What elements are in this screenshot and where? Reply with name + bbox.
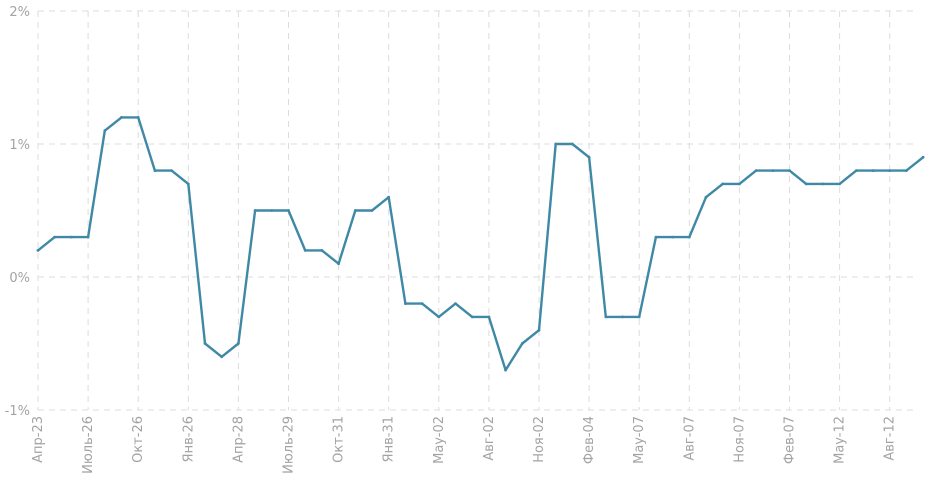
data-point: [153, 169, 157, 173]
data-point: [587, 155, 591, 159]
data-point: [721, 182, 725, 186]
x-tick-label: Фев-07: [783, 416, 798, 464]
data-point: [136, 116, 140, 119]
x-tick-label: Фев-04: [582, 416, 597, 464]
data-point: [353, 209, 357, 212]
x-tick-label: Июль-26: [81, 416, 96, 474]
y-tick-label: -1%: [5, 404, 30, 419]
data-point: [554, 142, 558, 146]
series-layer: [36, 116, 925, 372]
data-point: [53, 235, 57, 239]
data-point: [404, 302, 407, 305]
data-point: [921, 155, 925, 159]
data-point: [654, 235, 658, 239]
x-tick-label: May-02: [432, 416, 447, 464]
data-point: [120, 116, 123, 119]
data-point: [186, 182, 190, 186]
series-line: [36, 116, 925, 372]
data-point: [854, 169, 858, 173]
data-point: [86, 235, 90, 239]
x-tick-label: Ноя-02: [532, 416, 547, 463]
data-point: [170, 169, 174, 173]
data-point: [754, 169, 758, 173]
y-tick-label: 1%: [9, 138, 30, 153]
data-point: [571, 142, 574, 146]
x-tick-label: May-07: [632, 416, 647, 464]
x-axis-labels: Апр-23 Июль-26 Окт-26 Янв-26 Апр-28 Июль-29 Ок…: [31, 416, 898, 474]
y-tick-label: 2%: [9, 5, 30, 20]
data-point: [287, 209, 290, 212]
x-tick-label: Авг-12: [883, 416, 898, 461]
data-point: [103, 129, 107, 133]
data-point: [520, 342, 524, 345]
data-point: [771, 169, 775, 173]
y-tick-label: 0%: [9, 271, 30, 286]
data-point: [370, 209, 374, 212]
data-point: [871, 169, 875, 173]
data-point: [888, 169, 892, 173]
x-tick-label: Авг-07: [682, 416, 697, 461]
data-point: [621, 315, 624, 319]
data-point: [303, 249, 307, 252]
data-point: [905, 169, 908, 173]
data-point: [537, 328, 541, 332]
x-tick-label: Окт-26: [131, 416, 146, 463]
data-point: [821, 182, 825, 186]
x-tick-label: May-12: [833, 416, 848, 464]
data-point: [470, 315, 474, 319]
y-axis-labels: 2% 1% 0% -1%: [5, 5, 30, 419]
data-point: [253, 209, 257, 212]
data-point: [203, 342, 207, 345]
data-point: [704, 195, 708, 199]
data-point: [270, 209, 274, 212]
x-tick-label: Июль-29: [282, 416, 297, 474]
data-point: [237, 342, 240, 345]
data-point: [738, 182, 741, 186]
data-point: [604, 315, 608, 319]
data-point: [838, 182, 841, 186]
data-point: [337, 262, 340, 266]
x-tick-label: Ноя-07: [732, 416, 747, 463]
x-tick-label: Апр-28: [231, 416, 246, 463]
data-point: [454, 302, 457, 305]
data-point: [70, 235, 73, 239]
data-point: [36, 249, 40, 252]
data-point: [437, 315, 441, 319]
grid: [37, 10, 918, 411]
data-point: [804, 182, 808, 186]
x-tick-label: Апр-23: [31, 416, 46, 463]
data-point: [487, 315, 491, 319]
data-point: [220, 355, 224, 359]
data-point: [671, 235, 674, 239]
x-tick-label: Янв-26: [181, 416, 196, 462]
data-point: [387, 195, 391, 199]
data-point: [320, 249, 324, 252]
data-point: [687, 235, 691, 239]
x-tick-label: Авг-02: [482, 416, 497, 461]
x-tick-label: Янв-31: [382, 416, 397, 462]
data-point: [788, 169, 791, 173]
data-point: [504, 368, 507, 372]
data-point: [420, 302, 424, 305]
data-point: [637, 315, 641, 319]
x-tick-label: Окт-31: [332, 416, 347, 463]
